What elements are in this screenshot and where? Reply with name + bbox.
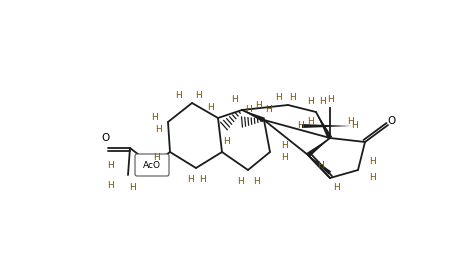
Polygon shape [307,138,330,157]
Text: H: H [198,175,205,185]
Polygon shape [151,152,170,167]
Text: H: H [347,117,353,127]
Text: H: H [207,104,213,112]
Text: H: H [253,177,259,187]
Text: H: H [333,183,339,193]
Text: H: H [275,92,281,102]
Text: H: H [255,102,261,110]
Text: H: H [369,157,375,167]
Text: H: H [237,177,243,187]
Text: H: H [130,182,136,192]
Text: H: H [153,153,160,163]
Polygon shape [308,155,331,175]
Text: H: H [319,98,325,106]
Text: H: H [297,122,303,130]
Text: H: H [231,96,237,104]
Text: O: O [388,116,396,126]
Text: O: O [102,133,110,143]
Text: H: H [224,138,230,146]
Text: H: H [154,126,161,134]
Text: H: H [351,122,358,130]
Text: H: H [187,175,193,185]
Text: H: H [195,91,201,99]
Polygon shape [316,112,332,139]
Text: H: H [245,105,251,115]
Text: H: H [151,114,157,122]
Text: H: H [307,98,314,106]
Polygon shape [242,110,265,122]
FancyBboxPatch shape [135,154,169,176]
Text: H: H [107,161,113,169]
Text: H: H [369,174,375,182]
Text: H: H [266,105,272,115]
Polygon shape [302,124,352,128]
Text: AcO: AcO [143,161,161,169]
Text: H: H [281,153,287,163]
Text: H: H [281,141,287,151]
Text: H: H [290,92,296,102]
Text: H: H [107,181,113,189]
Text: H: H [327,96,333,104]
Text: H: H [175,91,182,99]
Text: H: H [307,117,314,127]
Text: H: H [317,161,323,169]
